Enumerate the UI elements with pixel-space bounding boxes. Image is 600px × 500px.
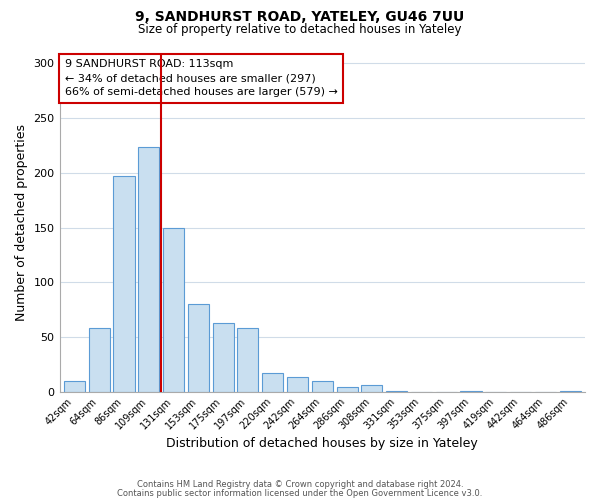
Bar (560, 390, 581, 392)
Bar (460, 390, 482, 392)
X-axis label: Distribution of detached houses by size in Yateley: Distribution of detached houses by size … (166, 437, 478, 450)
Text: Contains public sector information licensed under the Open Government Licence v3: Contains public sector information licen… (118, 488, 482, 498)
Bar (138, 146, 160, 392)
Bar (386, 390, 407, 392)
Bar (188, 304, 209, 392)
Bar (262, 373, 283, 392)
Text: Size of property relative to detached houses in Yateley: Size of property relative to detached ho… (138, 22, 462, 36)
Bar (89, 328, 110, 392)
Bar (163, 228, 184, 392)
Bar (337, 388, 358, 392)
Bar (238, 328, 259, 392)
Y-axis label: Number of detached properties: Number of detached properties (15, 124, 28, 320)
Bar (64, 380, 85, 392)
Bar (361, 385, 382, 392)
Bar (312, 380, 333, 392)
Bar (287, 378, 308, 392)
Text: Contains HM Land Registry data © Crown copyright and database right 2024.: Contains HM Land Registry data © Crown c… (137, 480, 463, 489)
Text: 9 SANDHURST ROAD: 113sqm
← 34% of detached houses are smaller (297)
66% of semi-: 9 SANDHURST ROAD: 113sqm ← 34% of detach… (65, 60, 338, 98)
Bar (212, 322, 233, 392)
Bar (113, 176, 134, 392)
Text: 9, SANDHURST ROAD, YATELEY, GU46 7UU: 9, SANDHURST ROAD, YATELEY, GU46 7UU (136, 10, 464, 24)
